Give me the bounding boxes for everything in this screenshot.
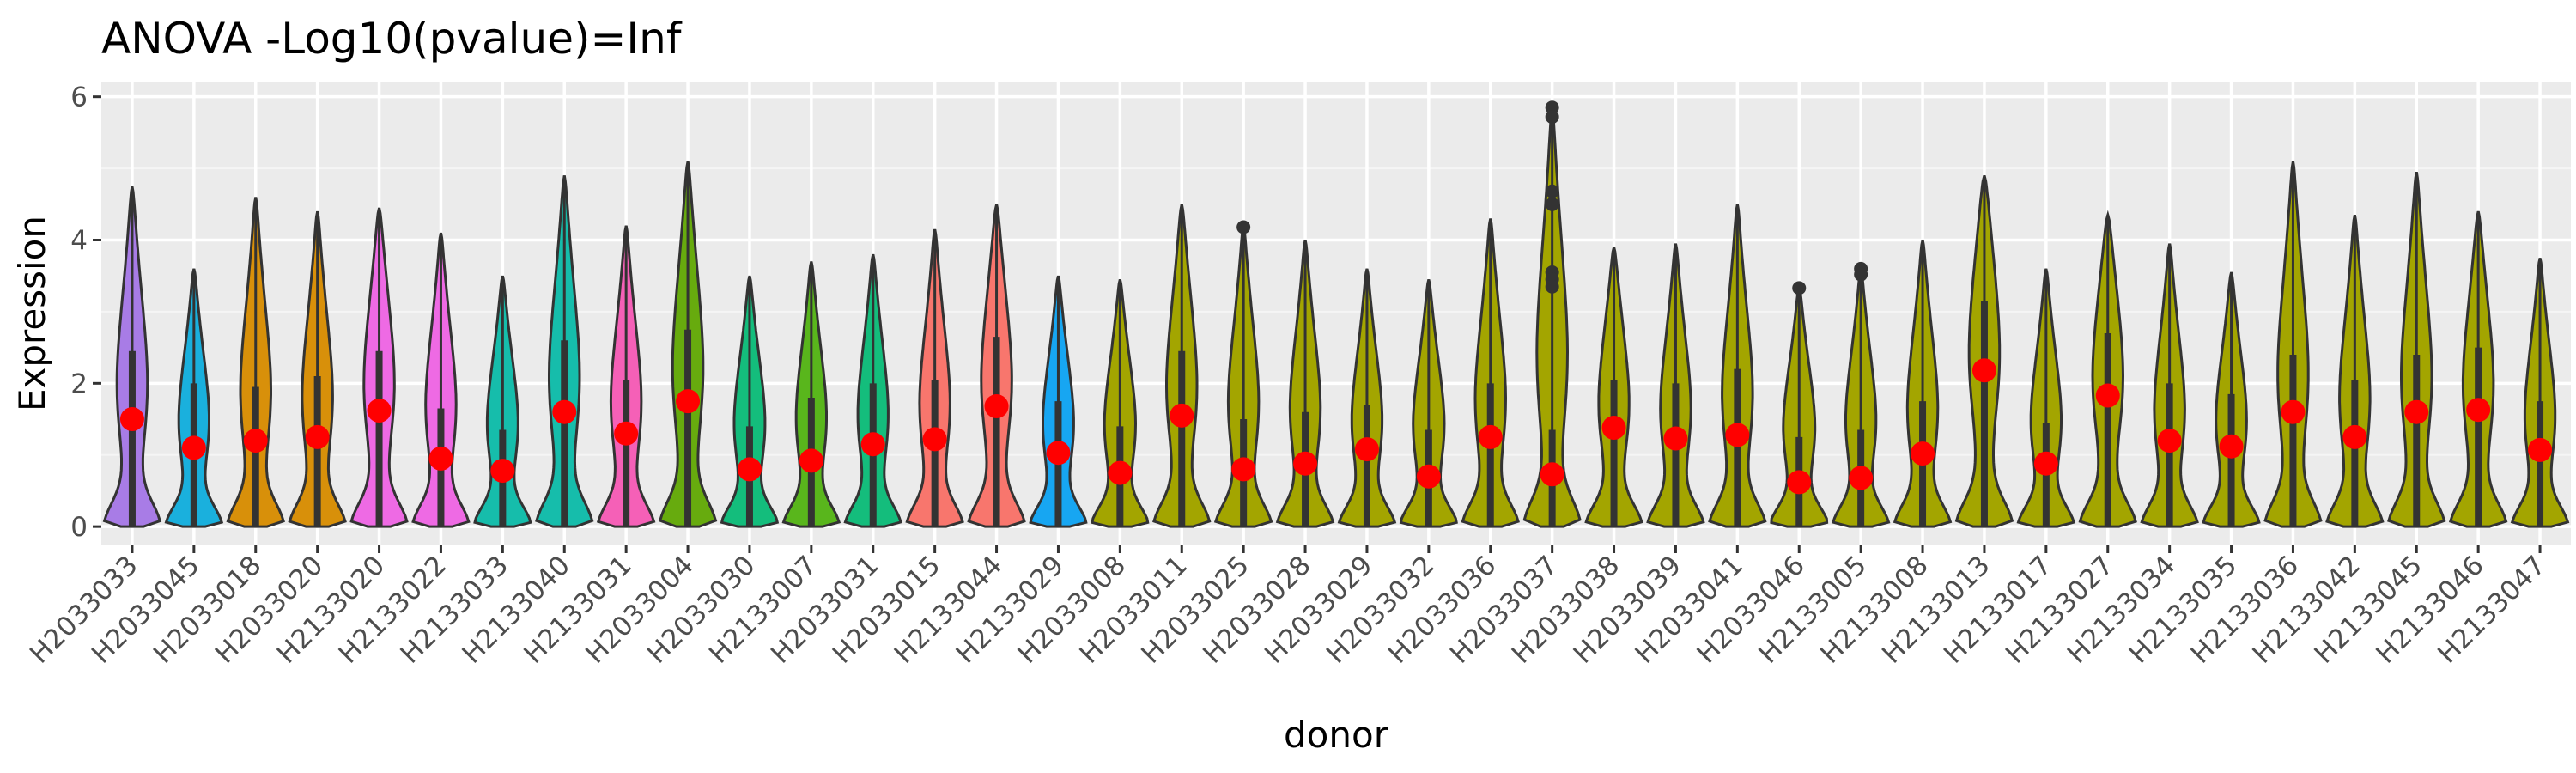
mean-point-H2033030 xyxy=(737,457,762,482)
mean-point-H2133040 xyxy=(552,399,577,424)
mean-point-H2133036 xyxy=(2281,399,2306,424)
mean-point-H2133005 xyxy=(1849,466,1874,490)
mean-point-H2033033 xyxy=(119,407,144,432)
outlier-point xyxy=(1545,279,1559,294)
mean-point-H2033041 xyxy=(1725,423,1750,447)
mean-point-H2133022 xyxy=(428,446,453,471)
violin-layer xyxy=(102,100,2570,528)
mean-point-H2133044 xyxy=(984,394,1009,419)
mean-point-H2133013 xyxy=(1971,358,1996,383)
y-tick-label: 0 xyxy=(70,512,88,543)
outlier-point xyxy=(1854,267,1868,282)
y-tick-label: 6 xyxy=(70,82,88,113)
mean-point-H2133046 xyxy=(2466,398,2491,423)
y-axis-title: Expression xyxy=(11,216,53,411)
mean-point-H2033008 xyxy=(1108,460,1133,485)
mean-point-H2033045 xyxy=(181,435,206,460)
mean-point-H2133034 xyxy=(2157,429,2182,453)
mean-point-H2133031 xyxy=(614,421,639,446)
outlier-point xyxy=(1545,197,1559,211)
mean-point-H2133042 xyxy=(2342,424,2367,449)
mean-point-H2033011 xyxy=(1170,403,1194,428)
mean-point-H2133047 xyxy=(2528,437,2553,462)
outlier-point xyxy=(1545,110,1559,125)
mean-point-H2133017 xyxy=(2033,451,2058,476)
mean-point-H2033015 xyxy=(922,427,947,452)
mean-point-H2133035 xyxy=(2219,434,2244,459)
mean-point-H2133020 xyxy=(367,399,392,423)
outlier-point xyxy=(1545,184,1559,198)
mean-point-H2133007 xyxy=(799,448,823,473)
mean-point-H2033036 xyxy=(1478,424,1503,449)
mean-point-H2133008 xyxy=(1911,441,1935,466)
mean-point-H2033037 xyxy=(1540,462,1564,487)
mean-point-H2133045 xyxy=(2404,399,2429,424)
outlier-point xyxy=(1236,220,1251,234)
mean-point-H2033004 xyxy=(676,389,701,414)
mean-point-H2033029 xyxy=(1354,437,1379,462)
mean-point-H2033018 xyxy=(243,429,268,453)
mean-point-H2133027 xyxy=(2095,383,2120,408)
mean-point-H2033046 xyxy=(1787,470,1812,495)
mean-point-H2033038 xyxy=(1601,416,1626,441)
chart-title: ANOVA -Log10(pvalue)=Inf xyxy=(101,14,683,64)
mean-point-H2133029 xyxy=(1046,441,1071,466)
x-axis-title: donor xyxy=(1284,714,1389,756)
mean-point-H2033032 xyxy=(1416,464,1441,489)
outlier-point xyxy=(1792,281,1807,295)
mean-point-H2033020 xyxy=(305,424,330,449)
mean-point-H2033025 xyxy=(1231,457,1256,482)
y-tick-label: 2 xyxy=(70,368,88,399)
mean-point-H2033028 xyxy=(1293,451,1318,476)
mean-point-H2133033 xyxy=(490,459,515,484)
plot-panel xyxy=(101,82,2571,545)
mean-point-H2033031 xyxy=(860,432,885,457)
mean-point-H2033039 xyxy=(1663,426,1688,451)
y-tick-label: 4 xyxy=(70,226,88,257)
